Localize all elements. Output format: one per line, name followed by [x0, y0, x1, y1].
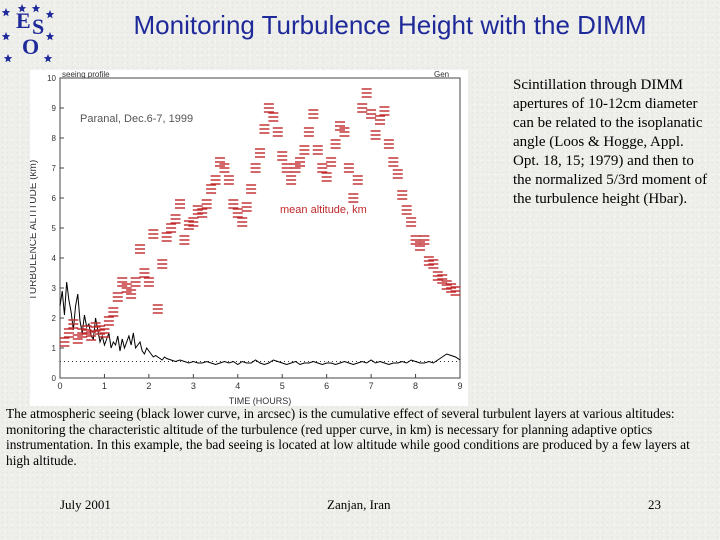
chart-title: seeing profile	[62, 70, 110, 79]
x-tick-label: 6	[324, 381, 329, 391]
axis-ticks: 0 1 2 3 4 5 6 7 8 9 0 1 2 3 4 5 6 7 8 9 10	[47, 74, 462, 391]
y-tick-label: 0	[52, 374, 57, 383]
seeing-series	[59, 281, 461, 366]
y-tick-label: 2	[52, 314, 57, 323]
y-tick-label: 7	[52, 164, 57, 173]
eso-logo: E S O	[2, 4, 55, 63]
footer-date: July 2001	[60, 497, 111, 512]
x-tick-label: 5	[280, 381, 285, 391]
side-description: Scintillation through DIMM apertures of …	[513, 77, 708, 207]
logo-letter-e: E	[16, 8, 31, 33]
y-tick-label: 9	[52, 104, 57, 113]
y-tick-label: 10	[47, 74, 56, 83]
x-tick-label: 1	[102, 381, 107, 391]
logo-letter-s: S	[32, 14, 44, 39]
chart-svg: seeing profile Gen Paranal, Dec.6-7, 199…	[30, 70, 463, 406]
x-tick-label: 2	[146, 381, 151, 391]
y-tick-label: 6	[52, 194, 57, 203]
chart-title-right: Gen	[434, 70, 449, 79]
x-tick-label: 9	[457, 381, 462, 391]
altitude-series	[59, 88, 461, 347]
figure-caption: The atmospheric seeing (black lower curv…	[6, 406, 690, 468]
x-tick-label: 3	[191, 381, 196, 391]
x-tick-label: 0	[57, 381, 62, 391]
logo-letter-o: O	[22, 34, 39, 59]
seeing-line	[59, 281, 461, 366]
logo-stars	[2, 4, 55, 63]
x-axis-label: TIME (HOURS)	[229, 396, 292, 406]
altitude-series-label: mean altitude, km	[280, 204, 367, 216]
y-tick-label: 4	[52, 254, 57, 263]
slide-title: Monitoring Turbulence Height with the DI…	[133, 10, 647, 40]
chart: seeing profile Gen Paranal, Dec.6-7, 199…	[30, 70, 468, 406]
y-tick-label: 3	[52, 284, 57, 293]
x-tick-label: 7	[369, 381, 374, 391]
x-tick-label: 8	[413, 381, 418, 391]
chart-annotation: Paranal, Dec.6-7, 1999	[80, 113, 193, 125]
y-tick-label: 5	[52, 224, 57, 233]
x-tick-label: 4	[235, 381, 240, 391]
y-tick-label: 8	[52, 134, 57, 143]
footer-page-number: 23	[648, 497, 661, 512]
y-axis-label: TURBULENCE ALTITUDE (km)	[30, 160, 39, 300]
footer-place: Zanjan, Iran	[327, 497, 391, 512]
y-tick-label: 1	[52, 344, 57, 353]
